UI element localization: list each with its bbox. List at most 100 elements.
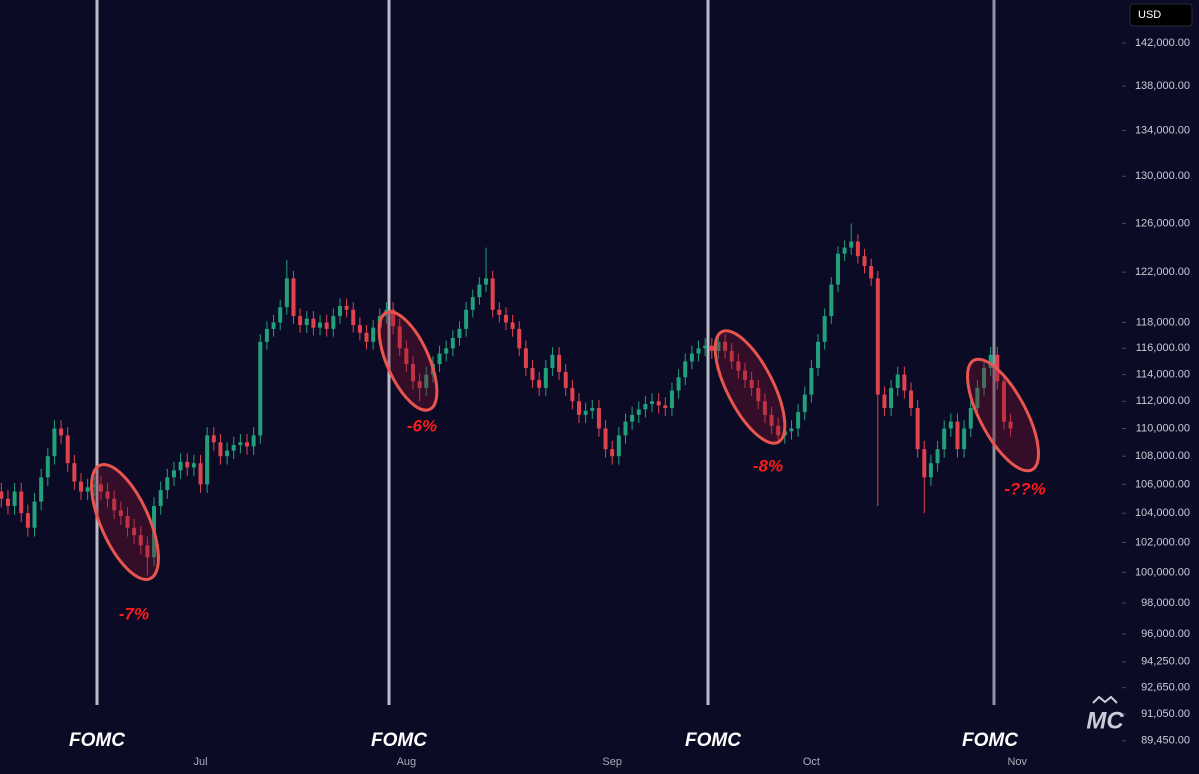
candle-body — [842, 247, 847, 254]
candle-body — [703, 345, 708, 349]
candle-body — [39, 477, 44, 502]
candle-body — [756, 387, 761, 402]
candle-body — [676, 377, 681, 391]
candle-body — [869, 265, 874, 279]
candle-body — [178, 461, 183, 471]
candle-body — [271, 322, 276, 329]
candle-body — [450, 337, 455, 349]
candle-body — [424, 374, 429, 388]
candle-body — [709, 345, 714, 351]
candle-body — [716, 341, 721, 351]
candle-body — [895, 374, 900, 388]
candle-body — [849, 241, 854, 248]
candle-body — [590, 408, 595, 411]
candle-body — [928, 463, 933, 478]
candle-body — [988, 354, 993, 368]
candle-body — [663, 405, 668, 409]
candle-body — [503, 314, 508, 323]
candle-body — [829, 284, 834, 317]
candle-body — [669, 390, 674, 409]
candle-body — [948, 421, 953, 429]
candle-body — [145, 545, 150, 558]
candle-body — [371, 327, 376, 342]
candle-body — [577, 401, 581, 415]
candle-body — [0, 491, 4, 499]
event-label: FOMC — [962, 730, 1018, 751]
candle-body — [510, 322, 515, 329]
candle-body — [543, 367, 548, 388]
candle-body — [537, 379, 542, 388]
candle-body — [822, 316, 827, 342]
candle-body — [12, 491, 17, 506]
candle-body — [298, 316, 303, 326]
x-tick-label: Sep — [602, 756, 622, 768]
candle-body — [404, 348, 409, 365]
candle-body — [550, 354, 555, 368]
y-tick-label: 138,000.00 — [1135, 80, 1190, 92]
candle-body — [32, 501, 37, 528]
candle-body — [391, 309, 396, 327]
x-tick-label: Oct — [803, 756, 820, 768]
candle-body — [610, 449, 615, 457]
candle-body — [304, 318, 309, 326]
candle-body — [52, 428, 57, 457]
y-tick-label: 110,000.00 — [1136, 422, 1190, 434]
y-tick-label: 91,050.00 — [1141, 708, 1190, 720]
candle-body — [251, 435, 256, 447]
candle-body — [935, 449, 940, 464]
candle-body — [630, 414, 635, 422]
candle-body — [311, 318, 316, 328]
highlight-ellipse — [966, 357, 1040, 473]
candle-body — [623, 421, 628, 436]
candle-body — [530, 367, 535, 380]
y-tick-label: 116,000.00 — [1136, 342, 1190, 354]
candle-body — [563, 371, 568, 388]
y-tick-label: 96,000.00 — [1141, 628, 1190, 640]
candle-body — [125, 516, 130, 528]
currency-box — [1129, 3, 1193, 27]
y-tick-label: 92,650.00 — [1141, 682, 1190, 694]
y-tick-label: 126,000.00 — [1135, 217, 1190, 229]
candle-body — [650, 401, 655, 404]
candle-body — [875, 278, 880, 395]
candle-body — [291, 278, 296, 317]
y-tick-label: 142,000.00 — [1135, 37, 1190, 49]
candle-body — [171, 470, 176, 478]
x-tick-label: Nov — [1007, 756, 1027, 768]
candle-body — [557, 354, 562, 372]
y-tick-label: 108,000.00 — [1135, 450, 1190, 462]
candle-body — [942, 428, 947, 450]
candle-body — [331, 316, 336, 329]
candle-body — [523, 348, 528, 368]
event-label: FOMC — [69, 730, 125, 751]
candle-body — [769, 414, 774, 426]
highlights — [90, 310, 1040, 581]
candle-body — [889, 387, 894, 409]
candle-body — [809, 367, 814, 395]
candle-body — [245, 442, 249, 447]
candle-body — [138, 535, 143, 546]
candle-body — [636, 409, 641, 415]
candle-body — [736, 361, 741, 371]
currency-label: USD — [1138, 9, 1161, 21]
candle-body — [45, 456, 50, 478]
candle-body — [98, 484, 103, 492]
y-tick-label: 94,250.00 — [1141, 656, 1190, 668]
candle-body — [816, 341, 821, 368]
candle-body — [231, 445, 236, 451]
candle-body — [105, 491, 110, 499]
candle-body — [723, 341, 728, 351]
candle-body — [955, 421, 960, 450]
candle-body — [596, 408, 601, 429]
candle-body — [211, 435, 216, 443]
highlight-ellipse — [713, 329, 787, 445]
candle-body — [5, 498, 10, 506]
candle-body — [517, 328, 522, 349]
candle-body — [397, 326, 402, 349]
candle-body — [72, 463, 77, 482]
highlight-ellipse — [377, 310, 439, 412]
event-label: FOMC — [685, 730, 741, 751]
candle-body — [417, 381, 422, 388]
candle-body — [909, 390, 913, 409]
